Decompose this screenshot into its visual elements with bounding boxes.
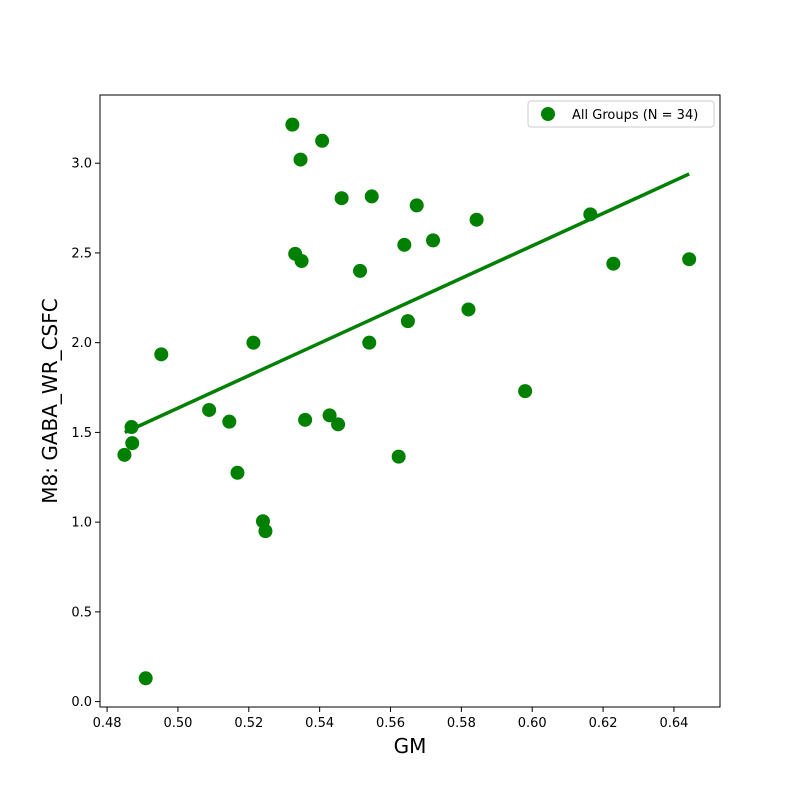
x-tick-label: 0.50 (163, 716, 192, 731)
data-point (583, 207, 598, 222)
data-point (364, 189, 379, 204)
data-point (246, 335, 261, 350)
data-point (125, 436, 140, 451)
x-axis: 0.48 0.50 0.52 0.54 0.56 0.58 0.60 0.62 0.64 (93, 707, 688, 731)
data-point (400, 314, 415, 329)
data-point (202, 402, 217, 417)
x-tick-label: 0.48 (93, 716, 122, 731)
x-tick-label: 0.52 (234, 716, 263, 731)
y-tick-label: 1.5 (71, 426, 92, 441)
data-point (353, 263, 368, 278)
legend: All Groups (N = 34) (527, 100, 715, 128)
data-point (138, 671, 153, 686)
data-point (682, 252, 697, 267)
data-point (293, 152, 308, 167)
data-point (124, 420, 139, 435)
data-point (294, 254, 309, 269)
x-tick-label: 0.56 (376, 716, 405, 731)
legend-marker (541, 107, 555, 121)
y-tick-label: 0.5 (71, 605, 92, 620)
data-point (334, 191, 349, 206)
data-point (397, 237, 412, 252)
data-point (117, 447, 132, 462)
data-point (331, 417, 346, 432)
x-tick-label: 0.60 (518, 716, 547, 731)
x-tick-label: 0.54 (305, 716, 334, 731)
data-point (362, 335, 377, 350)
data-point (469, 212, 484, 227)
legend-box (527, 100, 715, 128)
data-point (606, 256, 621, 271)
data-point (426, 233, 441, 248)
y-tick-label: 3.0 (71, 157, 92, 172)
data-point (258, 524, 273, 539)
y-tick-label: 1.0 (71, 516, 92, 531)
x-tick-label: 0.58 (447, 716, 476, 731)
plot-area (100, 95, 720, 707)
data-point (230, 465, 245, 480)
data-point (461, 302, 476, 317)
data-point (285, 117, 300, 132)
y-tick-label: 2.5 (71, 246, 92, 261)
y-axis-title: M8: GABA_WR_CSFC (38, 298, 62, 503)
data-point (409, 198, 424, 213)
x-axis-title: GM (394, 734, 427, 758)
data-point (222, 414, 237, 429)
data-point (391, 449, 406, 464)
data-point (154, 347, 169, 362)
data-point (298, 412, 313, 427)
data-point (315, 133, 330, 148)
y-tick-label: 2.0 (71, 336, 92, 351)
data-point (322, 408, 337, 423)
data-points (117, 117, 697, 686)
plot-frame (99, 94, 721, 708)
y-axis: 0.0 0.5 1.0 1.5 2.0 2.5 3.0 (71, 157, 100, 710)
x-tick-label: 0.64 (659, 716, 688, 731)
y-tick-label: 0.0 (71, 695, 92, 710)
x-tick-label: 0.62 (589, 716, 618, 731)
legend-label: All Groups (N = 34) (572, 108, 698, 123)
data-point (518, 384, 533, 399)
